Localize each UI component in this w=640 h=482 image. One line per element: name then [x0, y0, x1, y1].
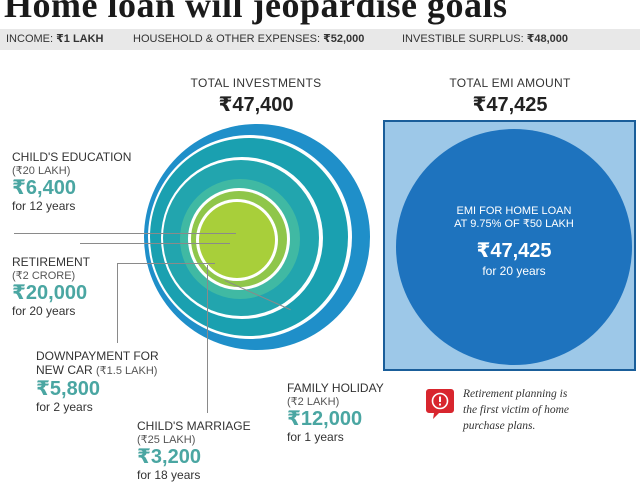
emi-amount: ₹47,425 [476, 240, 552, 262]
surplus-label: INVESTIBLE SURPLUS: [402, 33, 524, 45]
investment-rings [144, 124, 370, 350]
goal-downpayment: DOWNPAYMENT FOR NEW CAR (₹1.5 LAKH) ₹5,8… [36, 349, 186, 414]
goal-name: CHILD'S MARRIAGE [137, 419, 251, 433]
investments-total: ₹47,400 [218, 94, 294, 116]
expenses-value: ₹52,000 [323, 33, 365, 45]
goal-duration: for 18 years [137, 468, 201, 482]
goal-amount: ₹12,000 [287, 408, 363, 430]
investments-heading: TOTAL INVESTMENTS [190, 76, 322, 90]
income-value: ₹1 LAKH [56, 33, 104, 45]
goal-family-holiday: FAMILY HOLIDAY (₹2 LAKH) ₹12,000 for 1 y… [287, 381, 407, 444]
note-line1: Retirement planning is [463, 388, 568, 400]
expenses-summary: HOUSEHOLD & OTHER EXPENSES: ₹52,000 [133, 29, 364, 50]
note-line2: the first victim of home [463, 404, 570, 416]
expenses-label: HOUSEHOLD & OTHER EXPENSES: [133, 33, 321, 45]
alert-icon [425, 387, 455, 421]
leader-downpayment-h [117, 263, 215, 264]
goal-name: CHILD'S EDUCATION [12, 150, 132, 164]
goal-name-line2: NEW CAR (₹1.5 LAKH) [36, 363, 186, 378]
goal-name: FAMILY HOLIDAY [287, 381, 384, 395]
emi-total: ₹47,425 [472, 94, 548, 116]
goal-cost: (₹2 CRORE) [12, 270, 76, 282]
goal-cost: (₹2 LAKH) [287, 396, 340, 408]
surplus-summary: INVESTIBLE SURPLUS: ₹48,000 [402, 29, 568, 50]
note-text: Retirement planning is the first victim … [463, 386, 633, 434]
emi-heading: TOTAL EMI AMOUNT [449, 76, 571, 90]
goal-name: RETIREMENT [12, 255, 90, 269]
emi-line1: EMI FOR HOME LOAN [456, 205, 572, 217]
income-summary: INCOME: ₹1 LAKH [6, 29, 104, 50]
goal-cost: (₹1.5 LAKH) [96, 365, 158, 377]
goal-duration: for 2 years [36, 400, 93, 414]
leader-retirement [80, 243, 230, 244]
leader-downpayment-v [117, 263, 118, 343]
emi-circle-text: EMI FOR HOME LOAN AT 9.75% OF ₹50 LAKH ₹… [410, 205, 618, 278]
goal-retirement: RETIREMENT (₹2 CRORE) ₹20,000 for 20 yea… [12, 255, 162, 318]
goal-duration: for 20 years [12, 304, 76, 318]
surplus-value: ₹48,000 [526, 33, 569, 45]
goal-child-education: CHILD'S EDUCATION (₹20 LAKH) ₹6,400 for … [12, 150, 162, 213]
goal-child-marriage: CHILD'S MARRIAGE (₹25 LAKH) ₹3,200 for 1… [137, 419, 287, 482]
goal-duration: for 1 years [287, 430, 344, 444]
ring-core [199, 202, 275, 278]
emi-line2: AT 9.75% OF ₹50 LAKH [454, 218, 574, 230]
leader-marriage [207, 265, 208, 413]
income-label: INCOME: [6, 33, 54, 45]
goal-amount: ₹6,400 [12, 177, 76, 199]
goal-name-line2-text: NEW CAR [36, 363, 93, 377]
goal-amount: ₹3,200 [137, 446, 201, 468]
goal-amount: ₹5,800 [36, 378, 100, 400]
goal-cost: (₹25 LAKH) [137, 434, 196, 446]
page-title: Home loan will jeopardise goals [4, 0, 508, 25]
goal-amount: ₹20,000 [12, 282, 88, 304]
emi-circle [396, 129, 632, 365]
emi-duration: for 20 years [482, 264, 546, 278]
goal-duration: for 12 years [12, 199, 76, 213]
leader-child-education [14, 233, 236, 234]
goal-cost: (₹20 LAKH) [12, 165, 71, 177]
summary-strip: INCOME: ₹1 LAKH HOUSEHOLD & OTHER EXPENS… [0, 29, 640, 50]
goal-name-line1: DOWNPAYMENT FOR [36, 349, 159, 363]
note-line3: purchase plans. [463, 420, 536, 432]
